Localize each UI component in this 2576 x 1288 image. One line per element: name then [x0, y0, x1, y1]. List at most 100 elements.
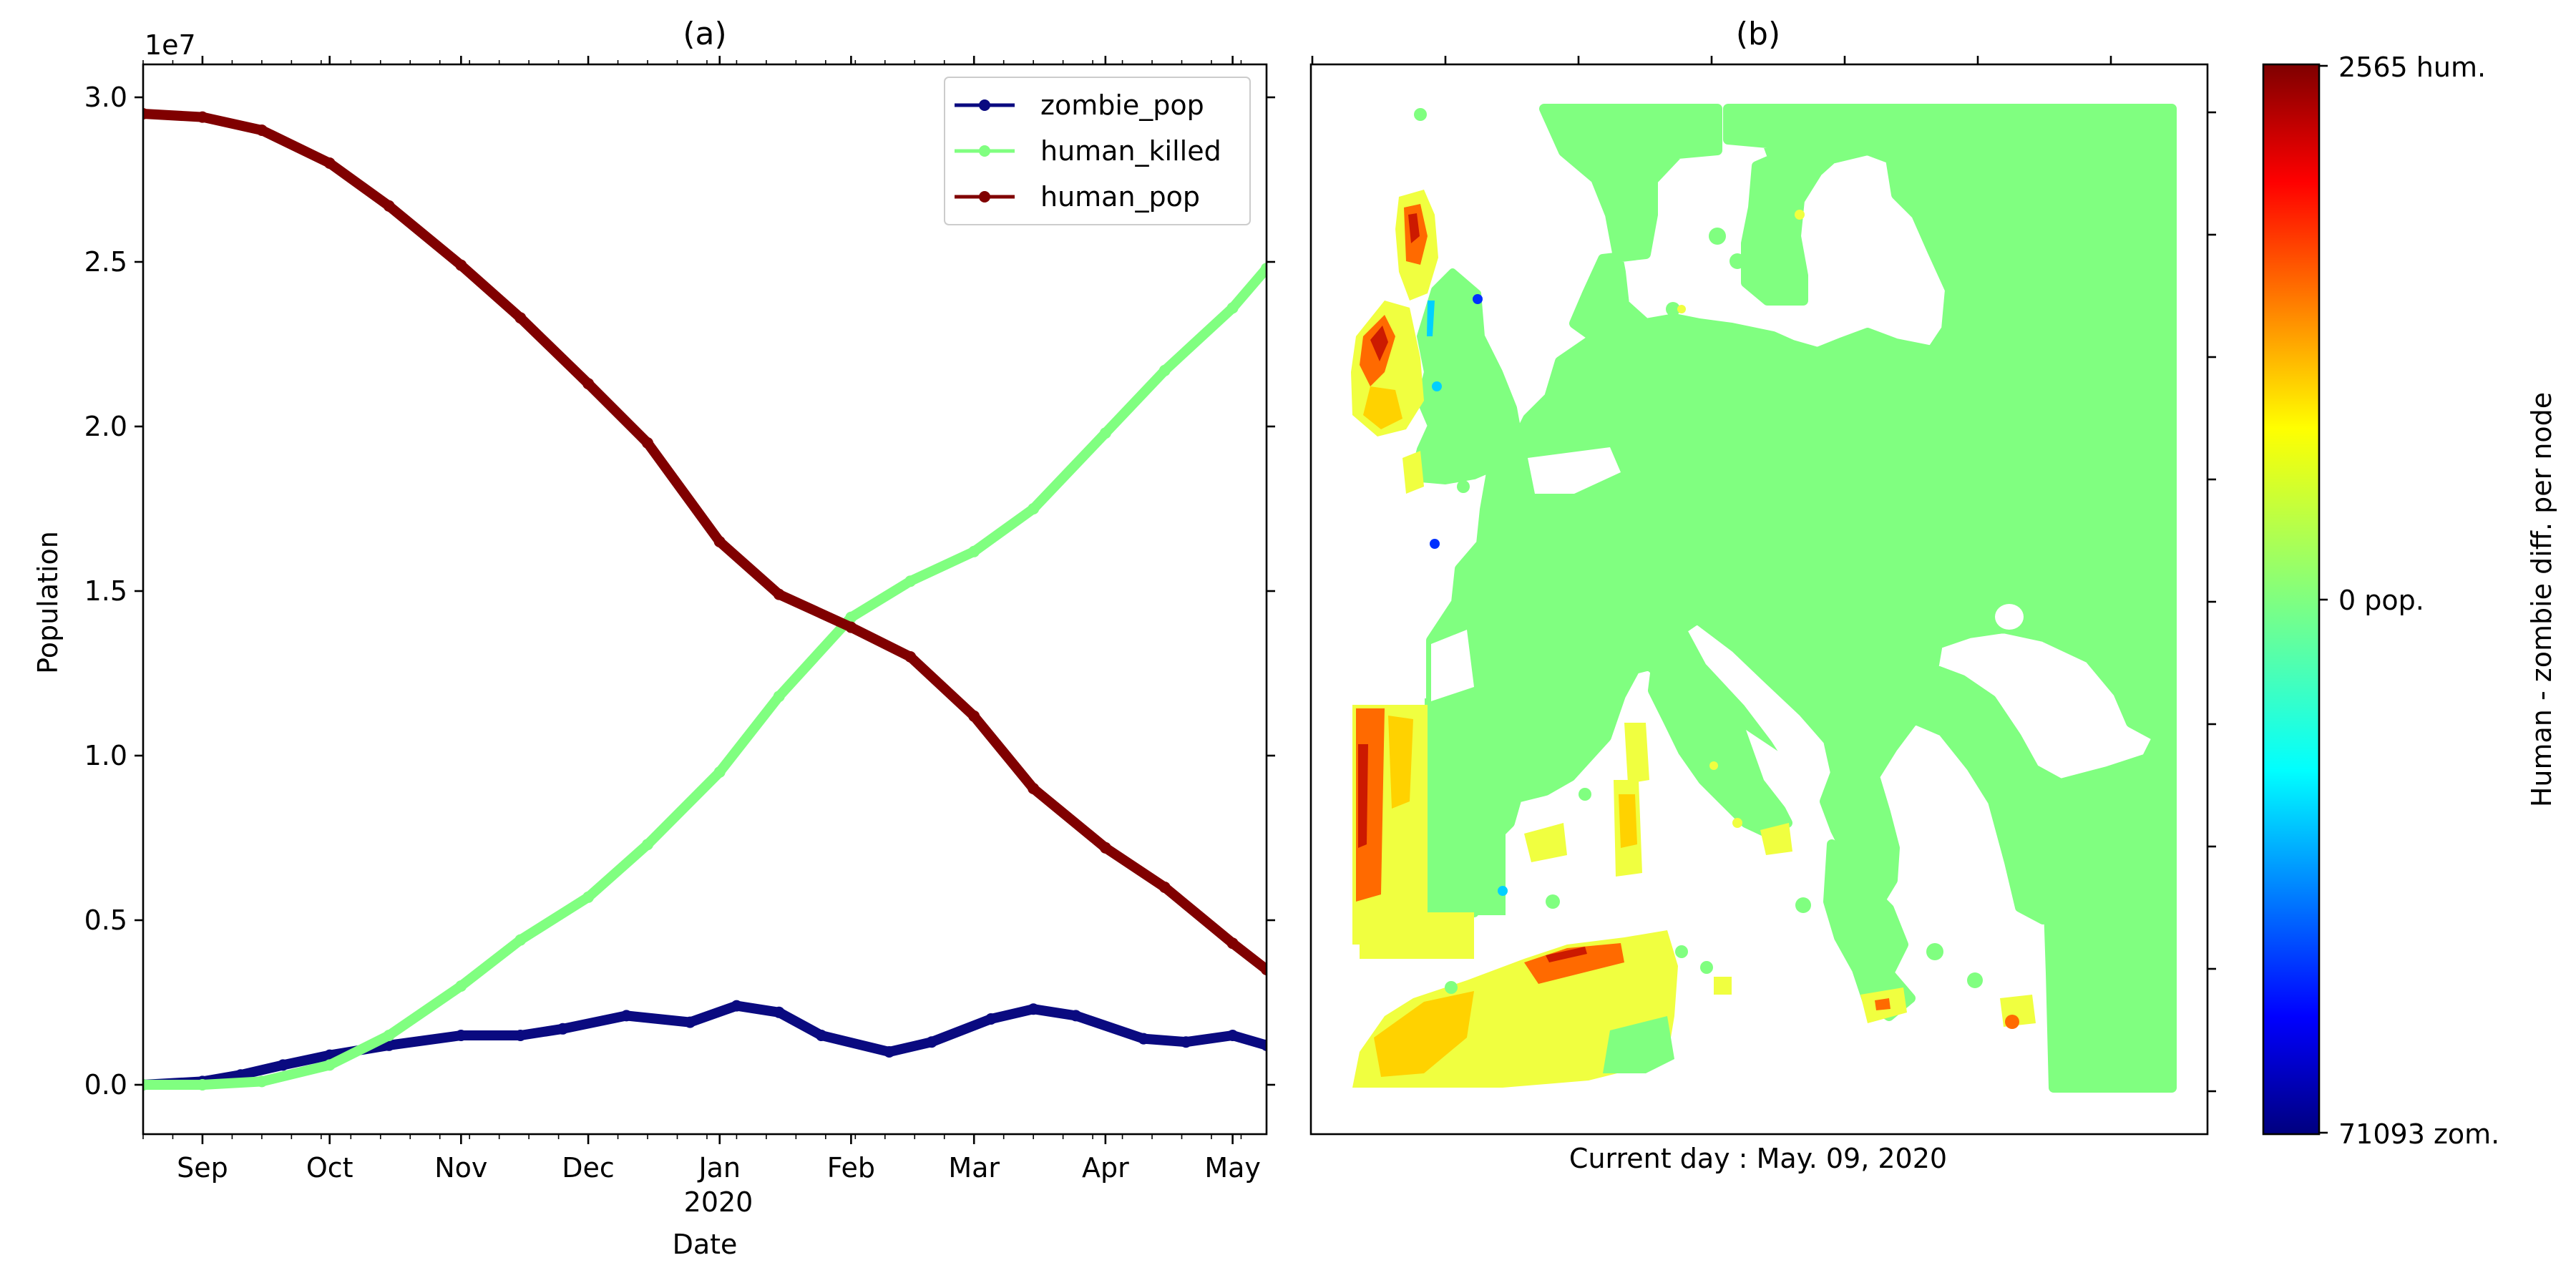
y-axis-ticks: 0.0 0.5 1.0 1.5 2.0 2.5 3.0	[84, 82, 1275, 1101]
series-line-human-killed	[143, 268, 1267, 1085]
data-point-zombie-pop	[816, 1030, 827, 1041]
data-point-human-pop	[324, 157, 336, 169]
legend-marker	[979, 145, 990, 157]
europe-mainland	[1428, 109, 2172, 1088]
node	[1700, 961, 1713, 974]
legend: zombie_pop human_killed human_pop	[945, 77, 1250, 225]
data-point-human-pop	[968, 711, 980, 722]
x-tick-label: Sep	[177, 1152, 228, 1184]
data-point-human-pop	[197, 112, 208, 123]
x-tick-label: Mar	[948, 1152, 1000, 1184]
data-point-human-pop	[1100, 842, 1111, 854]
colorbar-gradient	[2263, 64, 2319, 1134]
data-point-human-killed	[1227, 302, 1239, 313]
x-tick-label: Feb	[827, 1152, 875, 1184]
node	[1430, 539, 1440, 549]
node	[1709, 761, 1718, 770]
data-point-human-killed	[582, 892, 594, 903]
sicily	[1714, 977, 1732, 995]
data-point-zombie-pop	[455, 1030, 467, 1041]
node	[1709, 228, 1726, 245]
iberia	[1428, 701, 1503, 912]
panel-b-map: (b)	[1311, 16, 2216, 1174]
series-group	[137, 108, 1272, 1091]
data-point-zombie-pop	[557, 1023, 569, 1035]
y-tick-label: 1.0	[84, 740, 127, 771]
colorbar-tick-label-middle: 0 pop.	[2338, 585, 2424, 616]
y-tick-label: 3.0	[84, 82, 127, 113]
data-point-zombie-pop	[731, 1000, 742, 1012]
node	[1732, 818, 1742, 828]
data-point-zombie-pop	[884, 1046, 895, 1058]
data-point-human-pop	[1227, 937, 1239, 949]
data-point-human-pop	[514, 312, 526, 323]
data-point-human-pop	[256, 125, 268, 136]
x-axis-label: Date	[673, 1229, 738, 1260]
data-point-human-killed	[968, 546, 980, 557]
x-tick-label: Apr	[1082, 1152, 1129, 1184]
node	[1457, 480, 1470, 493]
data-point-human-killed	[1159, 365, 1171, 376]
data-point-human-killed	[324, 1059, 336, 1070]
data-point-zombie-pop	[278, 1059, 289, 1070]
data-point-human-killed	[774, 691, 785, 702]
node	[1795, 897, 1811, 913]
portugal-warm	[1388, 716, 1413, 809]
data-point-human-killed	[455, 980, 467, 992]
legend-label: zombie_pop	[1040, 89, 1204, 121]
data-point-human-pop	[774, 589, 785, 600]
data-point-human-killed	[714, 766, 726, 778]
data-point-human-pop	[714, 536, 726, 547]
node	[1677, 305, 1686, 313]
data-point-zombie-pop	[985, 1013, 997, 1025]
map-caption: Current day : May. 09, 2020	[1569, 1143, 1947, 1174]
cornwall-yellow	[1402, 451, 1424, 494]
x-tick-label: Jan	[697, 1152, 741, 1184]
data-point-zombie-pop	[1180, 1036, 1191, 1048]
y-tick-label: 2.0	[84, 411, 127, 442]
panel-a-line-chart: (a) 1e7 0.00.51.01.52.02.53.0 Sep Oct Nov D…	[32, 16, 1275, 1260]
data-point-zombie-pop	[684, 1017, 696, 1028]
turkey-coast-hot	[2005, 1015, 2019, 1029]
data-point-zombie-pop	[620, 1010, 632, 1021]
node	[1445, 981, 1458, 994]
data-point-zombie-pop	[1070, 1010, 1081, 1021]
ireland-nodes	[1351, 301, 1424, 436]
data-point-human-killed	[256, 1075, 268, 1087]
x-tick-label: Nov	[434, 1152, 487, 1184]
data-point-human-pop	[455, 260, 467, 271]
data-point-human-pop	[642, 437, 653, 449]
node	[1795, 210, 1805, 220]
colorbar-label: Human - zombie diff. per node	[2526, 392, 2557, 807]
panel-a-title: (a)	[683, 16, 726, 52]
node	[1414, 108, 1427, 121]
legend-marker	[979, 191, 990, 203]
portugal-hot-dark	[1358, 744, 1368, 848]
node	[1851, 915, 1867, 931]
data-point-zombie-pop	[1227, 1030, 1239, 1041]
legend-label: human_killed	[1040, 135, 1221, 167]
y-tick-label: 1.5	[84, 575, 127, 607]
y-tick-label: 2.5	[84, 246, 127, 278]
crete-hot	[1875, 998, 1890, 1010]
data-point-human-killed	[1028, 503, 1039, 514]
data-point-human-pop	[845, 622, 857, 633]
colorbar-tick-label-bottom: 71093 zom.	[2338, 1118, 2499, 1150]
x-year-label: 2020	[684, 1186, 753, 1218]
data-point-zombie-pop	[514, 1030, 526, 1041]
x-tick-label: Dec	[562, 1152, 615, 1184]
node	[1675, 945, 1688, 958]
node	[1729, 253, 1745, 269]
node	[1926, 943, 1943, 960]
data-point-zombie-pop	[1028, 1003, 1039, 1015]
y-axis-label: Population	[32, 531, 64, 674]
portugal-south-yellow	[1360, 912, 1474, 959]
legend-marker	[979, 99, 990, 111]
data-point-human-killed	[384, 1030, 395, 1041]
node	[1967, 972, 1983, 988]
y-tick-label: 0.5	[84, 904, 127, 936]
colorbar-tick-label-top: 2565 hum.	[2338, 52, 2486, 83]
data-point-zombie-pop	[926, 1036, 937, 1048]
balearics	[1524, 823, 1567, 862]
